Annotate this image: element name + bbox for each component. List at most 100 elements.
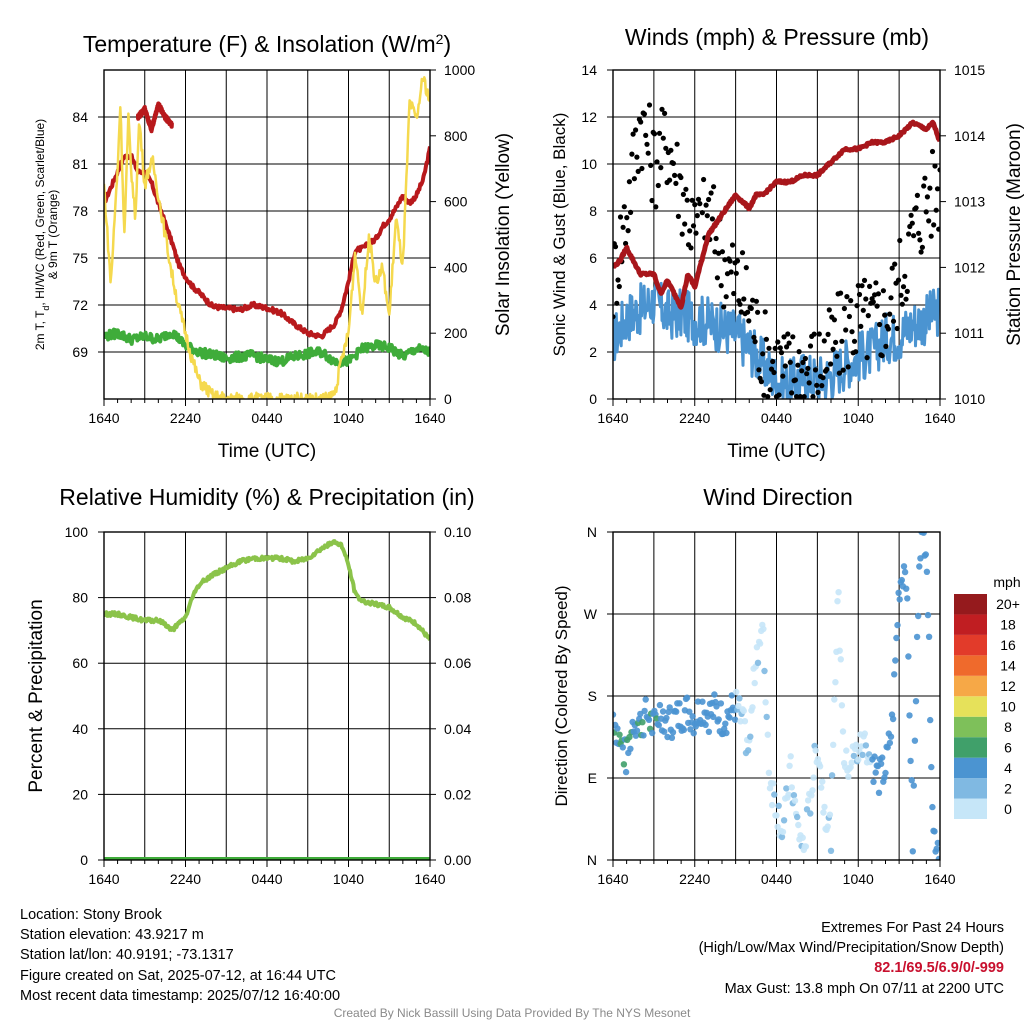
gust-point bbox=[778, 350, 785, 356]
direction-point bbox=[927, 716, 934, 724]
gust-point bbox=[784, 344, 790, 350]
gust-point bbox=[651, 131, 658, 137]
direction-point bbox=[861, 730, 868, 737]
direction-point bbox=[816, 763, 824, 770]
series-group bbox=[104, 539, 430, 860]
gust-point bbox=[814, 382, 820, 388]
credit-line: Created By Nick Bassill Using Data Provi… bbox=[333, 1006, 691, 1020]
direction-point bbox=[903, 585, 910, 592]
gust-point bbox=[617, 214, 624, 220]
gust-point bbox=[860, 307, 866, 313]
direction-point bbox=[655, 721, 662, 729]
gust-point bbox=[683, 186, 689, 192]
gust-point bbox=[816, 331, 822, 337]
direction-point bbox=[745, 747, 752, 754]
gust-point bbox=[882, 312, 888, 318]
y-tick-label-right: 1000 bbox=[444, 62, 475, 78]
direction-point bbox=[773, 812, 780, 819]
gust-point bbox=[922, 175, 928, 181]
direction-point bbox=[870, 778, 877, 785]
direction-point bbox=[778, 833, 786, 841]
y-axis-label: Direction (Colored By Speed) bbox=[552, 585, 571, 806]
y-axis-label: Sonic Wind & Gust (Blue, Black) bbox=[550, 113, 569, 357]
chart-title: Temperature (F) & Insolation (W/m2) bbox=[83, 31, 451, 57]
direction-point bbox=[771, 791, 778, 798]
legend-swatch bbox=[954, 696, 987, 717]
direction-point bbox=[659, 708, 667, 715]
x-tick-label: 1640 bbox=[924, 871, 955, 887]
gust-point bbox=[713, 235, 719, 242]
extremes-title: Extremes For Past 24 Hours bbox=[821, 920, 1004, 936]
direction-point bbox=[761, 667, 768, 675]
direction-point bbox=[613, 711, 617, 718]
gust-point bbox=[917, 237, 923, 243]
direction-point bbox=[762, 699, 769, 706]
gust-point bbox=[659, 106, 665, 112]
gust-point bbox=[693, 230, 699, 236]
direction-point bbox=[760, 625, 767, 633]
gust-point bbox=[909, 220, 915, 226]
gust-point bbox=[721, 304, 727, 310]
gust-point bbox=[706, 196, 712, 203]
gust-point bbox=[916, 230, 922, 236]
direction-point bbox=[850, 752, 858, 760]
gust-point bbox=[799, 368, 805, 374]
gust-point bbox=[932, 163, 938, 169]
gust-point bbox=[613, 244, 619, 250]
y-axis-label: 2m T, Td, HI/WC (Red, Green, Scarlet/Blu… bbox=[33, 119, 51, 350]
direction-point bbox=[824, 823, 831, 830]
legend-swatch bbox=[954, 778, 987, 799]
gust-point bbox=[697, 201, 703, 207]
direction-point bbox=[882, 769, 889, 777]
direction-point bbox=[614, 725, 621, 732]
gust-point bbox=[934, 186, 940, 192]
direction-point bbox=[790, 792, 798, 799]
direction-point bbox=[924, 611, 932, 619]
station-elevation: Station elevation: 43.9217 m bbox=[20, 927, 204, 944]
gust-point bbox=[889, 265, 895, 271]
direction-point bbox=[922, 551, 929, 558]
gust-point bbox=[711, 184, 717, 190]
y-tick-label-right: 600 bbox=[444, 194, 468, 210]
gust-point bbox=[746, 318, 752, 324]
direction-point bbox=[915, 612, 922, 620]
direction-point bbox=[626, 733, 633, 741]
gust-point bbox=[840, 367, 846, 373]
gust-point bbox=[667, 177, 673, 183]
y-tick-label-right: 1014 bbox=[954, 128, 985, 144]
direction-point bbox=[809, 787, 816, 794]
y-tick-label-right: 0.08 bbox=[444, 590, 471, 606]
figure-created: Figure created on Sat, 2025-07-12, at 16… bbox=[20, 967, 336, 984]
x-axis-label: Time (UTC) bbox=[727, 441, 826, 462]
gust-point bbox=[776, 392, 782, 398]
direction-point bbox=[736, 695, 743, 702]
y-tick-label-right: 1015 bbox=[954, 62, 985, 78]
gust-point bbox=[873, 280, 879, 286]
y-tick-label: 14 bbox=[581, 62, 597, 78]
gust-point bbox=[867, 283, 873, 289]
direction-point bbox=[920, 532, 927, 536]
gust-point bbox=[643, 132, 649, 138]
gust-point bbox=[692, 202, 698, 208]
direction-point bbox=[925, 633, 933, 640]
gust-point bbox=[729, 242, 736, 248]
direction-point bbox=[913, 633, 921, 641]
gust-point bbox=[753, 298, 760, 304]
direction-point bbox=[808, 792, 815, 799]
series-line-hi-wc bbox=[136, 101, 174, 134]
direction-point bbox=[639, 719, 646, 726]
station-info: Location: Stony Brook Station elevation:… bbox=[20, 905, 340, 1006]
gust-point bbox=[689, 197, 695, 203]
gust-point bbox=[646, 102, 653, 108]
direction-point bbox=[699, 698, 706, 705]
y-tick-label: 60 bbox=[72, 655, 88, 671]
gust-point bbox=[848, 298, 854, 304]
y-tick-label: 4 bbox=[589, 297, 597, 313]
y-tick-label: E bbox=[588, 770, 597, 786]
direction-point bbox=[622, 768, 630, 776]
x-tick-label: 1640 bbox=[414, 871, 445, 887]
direction-point bbox=[642, 696, 649, 703]
gust-point bbox=[644, 141, 650, 147]
legend-swatch bbox=[954, 675, 987, 697]
